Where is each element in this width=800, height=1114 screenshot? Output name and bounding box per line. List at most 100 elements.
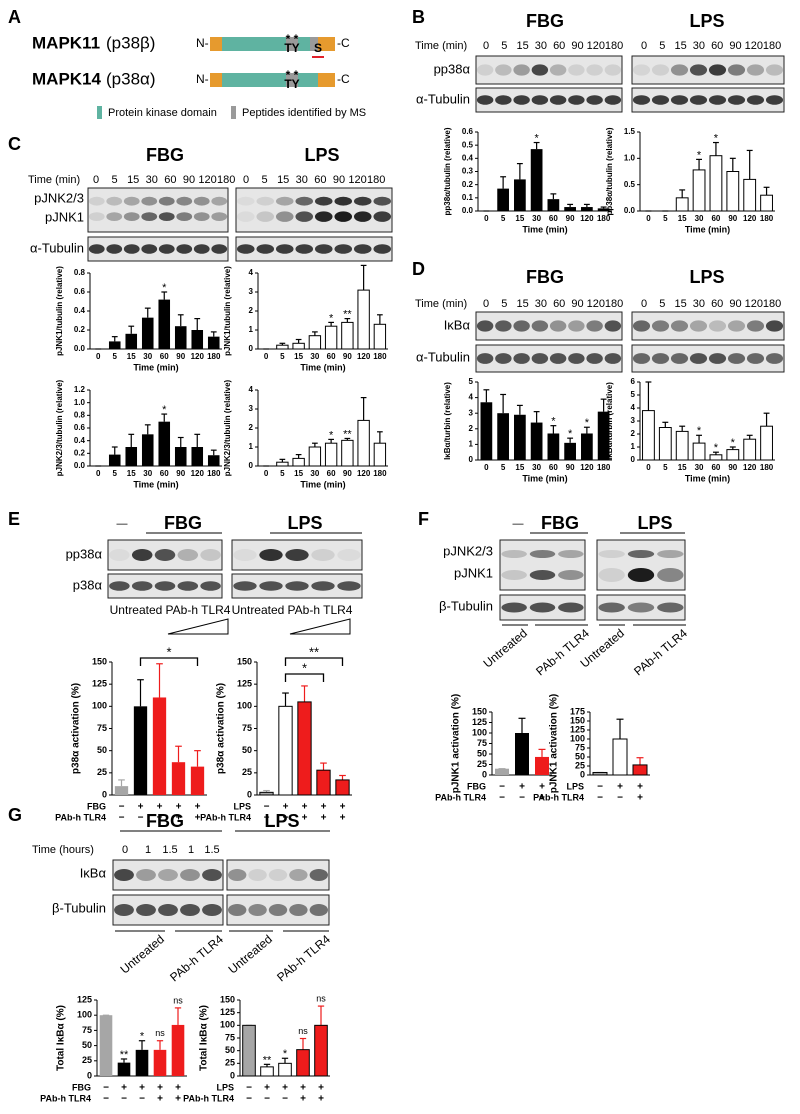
blot-band: [627, 550, 655, 558]
blot-band: [123, 196, 140, 206]
y-tick-label: 0: [87, 1070, 92, 1080]
blot-band: [233, 549, 257, 561]
blot-band: [268, 904, 288, 916]
condition-sign: −: [283, 813, 289, 824]
condition-sign: −: [246, 1083, 252, 1094]
ms-peptide: [310, 37, 318, 51]
row-label: α-Tubulin: [30, 240, 84, 255]
lane-label: 60: [711, 298, 723, 310]
lane-group-label: Untreated: [118, 932, 167, 977]
blot-band: [136, 869, 156, 881]
blot-band: [106, 244, 123, 254]
bar: [292, 457, 305, 467]
blot-band: [109, 581, 130, 591]
blot-band: [236, 196, 255, 206]
significance: ns: [298, 1026, 308, 1036]
y-axis-label: pJNK1/tubulin (relative): [223, 266, 232, 356]
dose-triangle: [289, 618, 351, 635]
blot-band: [549, 320, 567, 332]
condition-sign: +: [617, 782, 623, 793]
blot-band: [177, 549, 199, 561]
bar: [497, 413, 509, 460]
condition-sign: +: [176, 813, 182, 824]
lane-label: 90: [571, 40, 583, 52]
condition-label: LPS: [566, 781, 584, 791]
blot-band: [495, 353, 512, 364]
x-axis-label: Time (min): [300, 362, 345, 372]
blot-band: [627, 602, 655, 613]
blot-band: [228, 869, 247, 881]
y-tick-label: 0.0: [462, 206, 474, 215]
group-label: LPS: [689, 11, 724, 31]
bar: [324, 442, 338, 467]
condition-label: FBG: [72, 1082, 91, 1092]
condition-sign: +: [340, 802, 346, 813]
blot-band: [689, 353, 708, 364]
blot-band: [136, 904, 156, 916]
row-label: α-Tubulin: [416, 349, 470, 364]
blot-band: [604, 95, 622, 105]
y-tick-label: 0.4: [74, 436, 86, 445]
bar: [276, 461, 289, 467]
y-tick-label: 4: [249, 385, 254, 394]
bar: [335, 779, 350, 796]
x-tick-label: 5: [280, 469, 285, 478]
blot-band: [211, 196, 228, 206]
lane-label: 0: [483, 298, 489, 310]
x-tick-label: 5: [113, 352, 118, 361]
x-tick-label: 30: [695, 214, 704, 223]
condition-sign: +: [300, 1094, 306, 1105]
y-tick-label: 1.0: [74, 398, 86, 407]
y-tick-label: 175: [570, 706, 585, 716]
condition-sign: +: [121, 1083, 127, 1094]
y-axis-label: Total IκBα (%): [56, 1005, 67, 1071]
x-tick-label: 0: [646, 463, 651, 472]
lane-label: 15: [277, 174, 289, 186]
protein-alias: (p38α): [106, 69, 156, 88]
condition-label: FBG: [87, 801, 106, 811]
bar: [341, 439, 354, 467]
lane-label: 120: [198, 174, 216, 186]
condition-sign: +: [539, 793, 545, 804]
n-terminus: N-: [196, 36, 209, 50]
x-tick-label: 60: [549, 214, 558, 223]
blot-band: [353, 211, 372, 222]
blot-band: [651, 95, 670, 105]
blot-band: [109, 549, 130, 561]
ms-peptide: [286, 37, 298, 51]
blot-band: [531, 353, 549, 364]
blot-band: [123, 244, 140, 254]
condition-label: LPS: [233, 801, 251, 811]
bar: [675, 197, 689, 212]
time-label: Time (min): [28, 174, 80, 186]
lane-group-label: PAb-h TLR4: [167, 932, 226, 985]
y-tick-label: 100: [570, 733, 585, 743]
x-tick-label: 15: [515, 463, 524, 472]
lane-label: 180: [605, 40, 623, 52]
blot-band: [154, 549, 176, 561]
condition-sign: +: [195, 813, 201, 824]
x-tick-label: 90: [728, 463, 737, 472]
blot-band: [154, 581, 176, 591]
bar: [547, 199, 560, 211]
blot-band: [598, 602, 625, 613]
blot-band: [598, 550, 625, 558]
blot-band: [651, 320, 670, 332]
blot-band: [632, 64, 651, 76]
group-label: LPS: [304, 145, 339, 165]
condition-sign: +: [318, 1083, 324, 1094]
lane-label: 15: [516, 298, 528, 310]
bar: [564, 207, 576, 211]
y-axis-label: pJNK1 activation (%): [549, 694, 560, 793]
bar: [207, 336, 220, 349]
y-tick-label: 0.0: [74, 344, 86, 353]
bar: [709, 454, 723, 461]
blot-band: [275, 211, 294, 222]
y-tick-label: 2: [631, 429, 636, 438]
x-tick-label: 90: [343, 469, 352, 478]
lane-label: 90: [729, 298, 741, 310]
x-tick-label: 180: [207, 469, 221, 478]
y-tick-label: 50: [242, 745, 252, 755]
lane-group-label: PAb-h TLR4: [533, 626, 592, 679]
bar: [597, 208, 610, 211]
